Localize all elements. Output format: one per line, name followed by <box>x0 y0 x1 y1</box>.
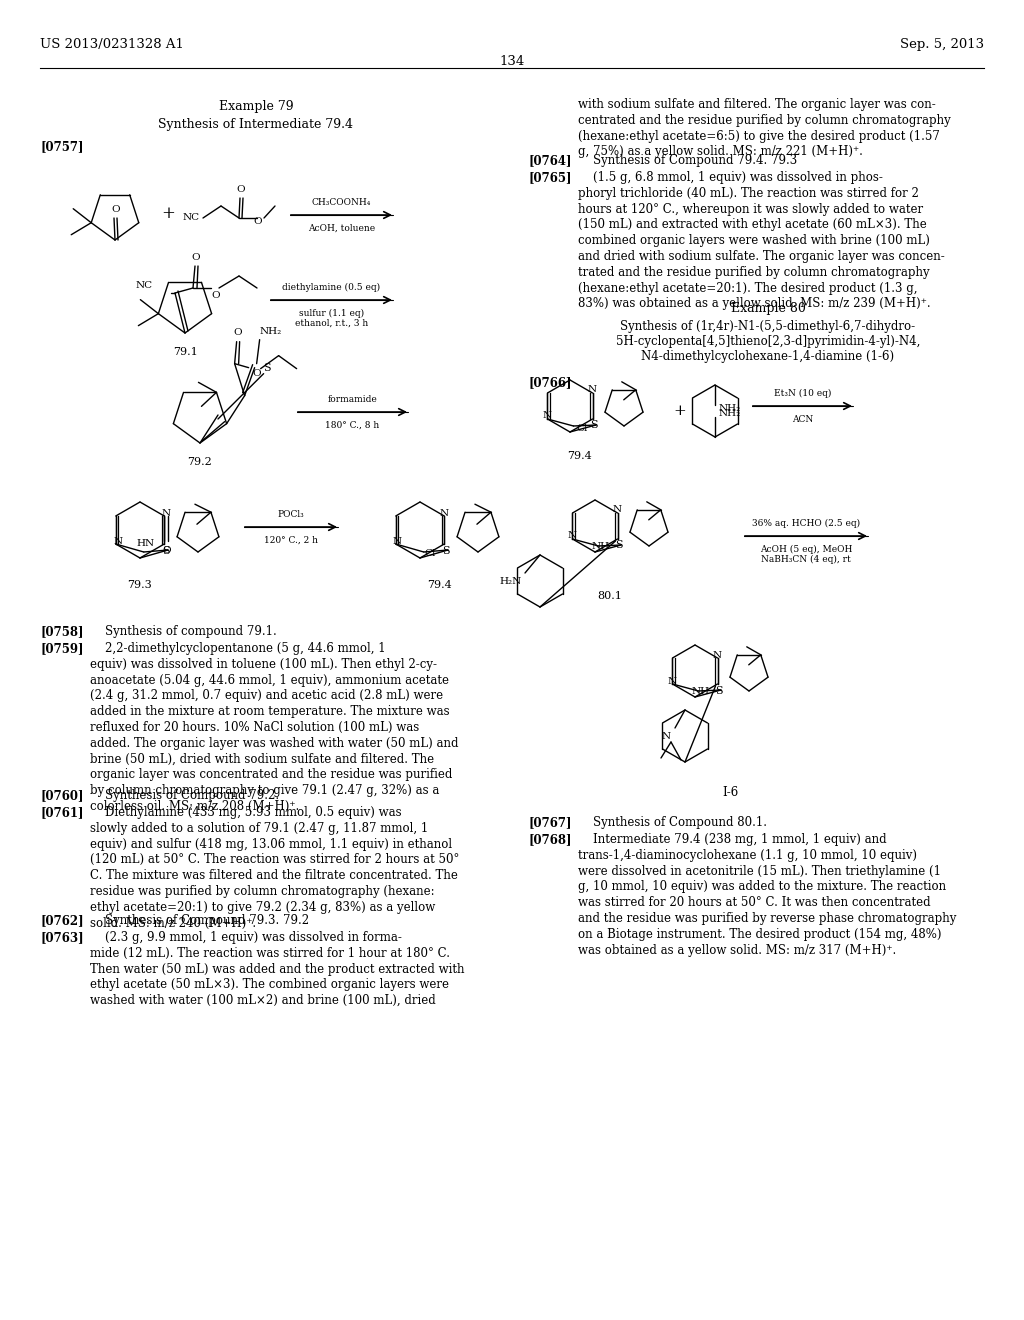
Text: Synthesis of (1r,4r)-N1-(5,5-dimethyl-6,7-dihydro-
5H-cyclopenta[4,5]thieno[2,3-: Synthesis of (1r,4r)-N1-(5,5-dimethyl-6,… <box>615 319 921 363</box>
Text: S: S <box>442 546 450 556</box>
Text: NaBH₃CN (4 eq), rt: NaBH₃CN (4 eq), rt <box>761 554 851 564</box>
Text: ACN: ACN <box>792 414 813 424</box>
Text: +: + <box>674 404 686 418</box>
Text: 120° C., 2 h: 120° C., 2 h <box>264 536 318 545</box>
Text: N: N <box>662 733 671 741</box>
Text: 80.1: 80.1 <box>598 591 623 601</box>
Text: [0766]: [0766] <box>528 376 571 389</box>
Text: [0768]: [0768] <box>528 833 571 846</box>
Text: 79.4: 79.4 <box>428 579 453 590</box>
Text: Example 79: Example 79 <box>219 100 293 114</box>
Text: O: O <box>162 546 171 554</box>
Text: ethanol, r.t., 3 h: ethanol, r.t., 3 h <box>295 319 368 327</box>
Text: I-6: I-6 <box>722 785 738 799</box>
Text: (1.5 g, 6.8 mmol, 1 equiv) was dissolved in phos-
phoryl trichloride (40 mL). Th: (1.5 g, 6.8 mmol, 1 equiv) was dissolved… <box>578 172 945 310</box>
Text: N: N <box>392 537 401 546</box>
Text: Synthesis of Compound 79.4. 79.3: Synthesis of Compound 79.4. 79.3 <box>578 154 798 168</box>
Text: NH₂: NH₂ <box>719 404 741 413</box>
Text: diethylamine (0.5 eq): diethylamine (0.5 eq) <box>283 282 381 292</box>
Text: NH₂: NH₂ <box>260 326 282 335</box>
Text: 79.2: 79.2 <box>187 457 212 467</box>
Text: Example 80: Example 80 <box>730 302 806 315</box>
Text: NH₂: NH₂ <box>719 409 741 418</box>
Text: N: N <box>162 510 171 519</box>
Text: [0762]: [0762] <box>40 913 84 927</box>
Text: S: S <box>715 685 723 696</box>
Text: Synthesis of Compound 79.3. 79.2: Synthesis of Compound 79.3. 79.2 <box>90 913 309 927</box>
Text: O: O <box>191 253 201 261</box>
Text: Synthesis of compound 79.1.: Synthesis of compound 79.1. <box>90 624 276 638</box>
Text: O: O <box>211 290 219 300</box>
Text: H₂N: H₂N <box>500 577 522 586</box>
Text: Diethylamine (433 mg, 5.93 mmol, 0.5 equiv) was
slowly added to a solution of 79: Diethylamine (433 mg, 5.93 mmol, 0.5 equ… <box>90 807 460 929</box>
Text: AcOH (5 eq), MeOH: AcOH (5 eq), MeOH <box>760 545 852 554</box>
Text: 134: 134 <box>500 55 524 69</box>
Text: CH₃COONH₄: CH₃COONH₄ <box>312 198 371 207</box>
Text: N: N <box>713 651 722 660</box>
Text: [0767]: [0767] <box>528 816 571 829</box>
Text: NC: NC <box>136 281 153 289</box>
Text: 79.1: 79.1 <box>173 347 198 356</box>
Text: 36% aq. HCHO (2.5 eq): 36% aq. HCHO (2.5 eq) <box>752 519 860 528</box>
Text: 2,2-dimethylcyclopentanone (5 g, 44.6 mmol, 1
equiv) was dissolved in toluene (1: 2,2-dimethylcyclopentanone (5 g, 44.6 mm… <box>90 642 459 813</box>
Text: 79.4: 79.4 <box>567 451 592 461</box>
Text: 180° C., 8 h: 180° C., 8 h <box>326 421 380 430</box>
Text: [0761]: [0761] <box>40 807 84 818</box>
Text: NC: NC <box>183 214 200 223</box>
Text: Synthesis of Compound 80.1.: Synthesis of Compound 80.1. <box>578 816 767 829</box>
Text: Sep. 5, 2013: Sep. 5, 2013 <box>900 38 984 51</box>
Text: N: N <box>543 412 552 421</box>
Text: N: N <box>114 537 122 546</box>
Text: [0763]: [0763] <box>40 931 84 944</box>
Text: O: O <box>253 368 261 378</box>
Text: 79.3: 79.3 <box>128 579 153 590</box>
Text: O: O <box>237 185 246 194</box>
Text: O: O <box>112 205 120 214</box>
Text: S: S <box>615 540 623 550</box>
Text: Intermediate 79.4 (238 mg, 1 mmol, 1 equiv) and
trans-1,4-diaminocyclohexane (1.: Intermediate 79.4 (238 mg, 1 mmol, 1 equ… <box>578 833 956 957</box>
Text: HN: HN <box>136 540 155 549</box>
Text: formamide: formamide <box>328 395 378 404</box>
Text: [0764]: [0764] <box>528 154 571 168</box>
Text: POCl₃: POCl₃ <box>278 510 304 519</box>
Text: N: N <box>613 506 622 515</box>
Text: AcOH, toluene: AcOH, toluene <box>308 224 375 234</box>
Text: NH: NH <box>592 543 609 550</box>
Text: O: O <box>233 327 242 337</box>
Text: Synthesis of Intermediate 79.4: Synthesis of Intermediate 79.4 <box>159 117 353 131</box>
Text: Cl: Cl <box>577 424 588 433</box>
Text: Cl: Cl <box>425 549 436 558</box>
Text: NH: NH <box>691 686 710 696</box>
Text: N: N <box>568 532 578 540</box>
Text: with sodium sulfate and filtered. The organic layer was con-
centrated and the r: with sodium sulfate and filtered. The or… <box>578 98 950 158</box>
Text: S: S <box>263 363 270 372</box>
Text: Synthesis of Compound 79.2.: Synthesis of Compound 79.2. <box>90 789 280 803</box>
Text: (2.3 g, 9.9 mmol, 1 equiv) was dissolved in forma-
mide (12 mL). The reaction wa: (2.3 g, 9.9 mmol, 1 equiv) was dissolved… <box>90 931 465 1007</box>
Text: O: O <box>253 216 261 226</box>
Text: S: S <box>590 421 598 430</box>
Text: [0759]: [0759] <box>40 642 84 655</box>
Text: N: N <box>588 385 597 395</box>
Text: [0765]: [0765] <box>528 172 571 183</box>
Text: N: N <box>439 510 449 519</box>
Text: US 2013/0231328 A1: US 2013/0231328 A1 <box>40 38 184 51</box>
Text: S: S <box>162 546 170 556</box>
Text: [0760]: [0760] <box>40 789 84 803</box>
Text: N: N <box>668 676 677 685</box>
Text: Et₃N (10 eq): Et₃N (10 eq) <box>774 389 831 399</box>
Text: +: + <box>161 205 175 222</box>
Text: [0758]: [0758] <box>40 624 84 638</box>
Text: sulfur (1.1 eq): sulfur (1.1 eq) <box>299 309 365 318</box>
Text: [0757]: [0757] <box>40 140 84 153</box>
